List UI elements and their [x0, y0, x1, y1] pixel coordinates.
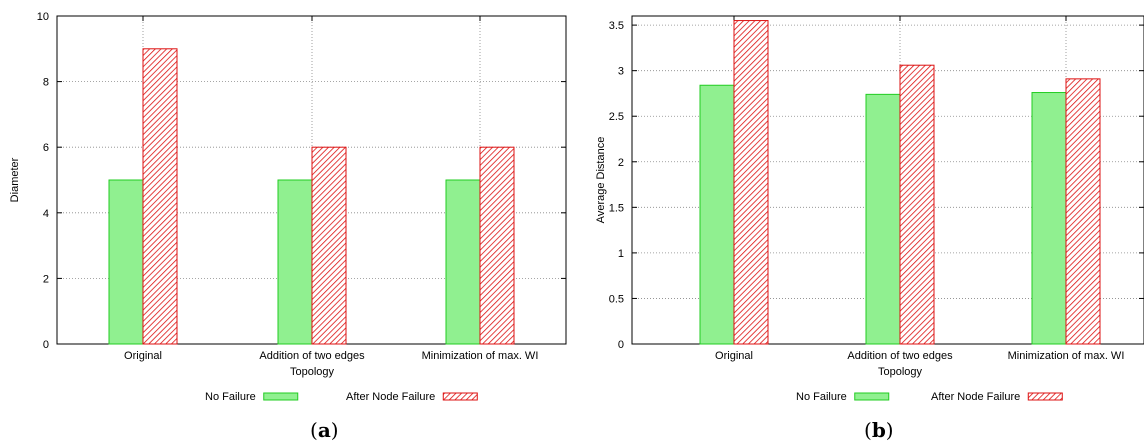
y-tick-label: 3 — [618, 66, 624, 78]
x-tick-label: Original — [124, 350, 162, 362]
caption-a-letter: a — [318, 418, 331, 442]
legend-label: After Node Failure — [346, 391, 435, 403]
x-axis-label: Topology — [878, 366, 923, 378]
legend-swatch-no-failure — [855, 393, 889, 400]
chart-panel-a: 0 2 4 6 8 10 Original Addition of two edges Mini… — [9, 11, 566, 403]
chart-panel-b: 0 0.5 1 1.5 2 2.5 3 3.5 Original Addition of two … — [595, 16, 1144, 403]
y-tick-label: 4 — [43, 208, 49, 220]
x-axis-label: Topology — [290, 366, 335, 378]
y-axis-label: Diameter — [9, 157, 21, 202]
y-tick-label: 1.5 — [609, 202, 624, 214]
bar-no-failure — [1032, 93, 1066, 344]
y-tick-label: 0 — [43, 339, 49, 351]
bar-after-node-failure — [1066, 79, 1100, 344]
legend-label: No Failure — [205, 391, 256, 403]
caption-a: (a) — [310, 418, 339, 442]
legend-swatch-after-node-failure — [443, 393, 477, 400]
y-tick-label: 0.5 — [609, 293, 624, 305]
y-tick-label: 2.5 — [609, 111, 624, 123]
bar-no-failure — [866, 94, 900, 344]
x-tick-label: Original — [715, 350, 753, 362]
legend-swatch-after-node-failure — [1028, 393, 1062, 400]
x-tick-label: Minimization of max. WI — [422, 350, 539, 362]
bar-after-node-failure — [312, 147, 346, 344]
bar-after-node-failure — [734, 21, 768, 344]
bar-after-node-failure — [143, 49, 177, 344]
caption-b: (b) — [864, 418, 894, 442]
bar-no-failure — [109, 180, 143, 344]
x-tick-label: Addition of two edges — [259, 350, 365, 362]
y-tick-label: 0 — [618, 339, 624, 351]
x-tick-label: Minimization of max. WI — [1008, 350, 1125, 362]
bar-after-node-failure — [480, 147, 514, 344]
x-tick-label: Addition of two edges — [847, 350, 953, 362]
y-tick-label: 8 — [43, 77, 49, 89]
bar-no-failure — [446, 180, 480, 344]
y-tick-label: 3.5 — [609, 20, 624, 32]
legend-label: After Node Failure — [931, 391, 1020, 403]
y-tick-label: 2 — [43, 273, 49, 285]
y-tick-label: 2 — [618, 157, 624, 169]
legend-label: No Failure — [796, 391, 847, 403]
bar-no-failure — [278, 180, 312, 344]
legend-swatch-no-failure — [264, 393, 298, 400]
y-tick-label: 10 — [37, 11, 49, 23]
y-tick-label: 6 — [43, 142, 49, 154]
caption-b-letter: b — [872, 418, 886, 442]
y-tick-label: 1 — [618, 248, 624, 260]
bar-after-node-failure — [900, 65, 934, 344]
bar-no-failure — [700, 85, 734, 344]
y-axis-label: Average Distance — [595, 137, 607, 224]
